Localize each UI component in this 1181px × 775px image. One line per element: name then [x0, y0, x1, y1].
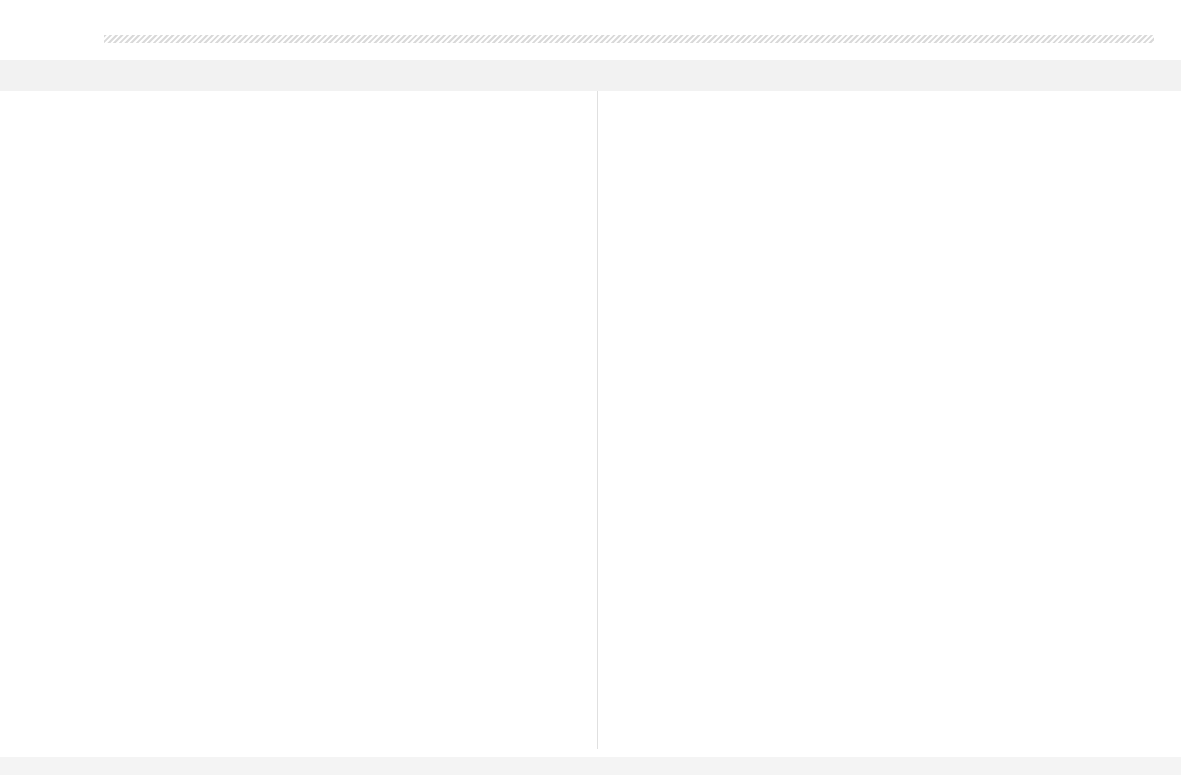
- column-divider: [597, 91, 598, 749]
- footer-bar: [0, 757, 1181, 775]
- table-header: [0, 60, 1181, 91]
- section-header: [0, 18, 1181, 54]
- title-divider: [104, 35, 1154, 43]
